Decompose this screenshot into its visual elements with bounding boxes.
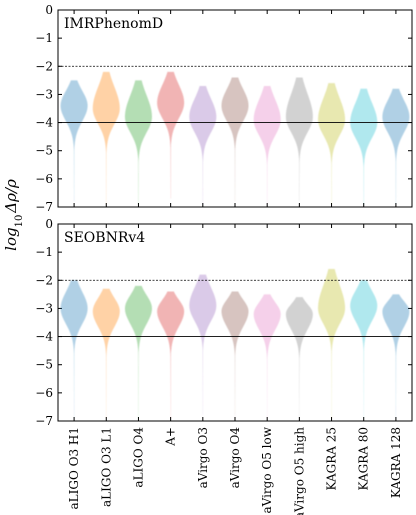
category-label: aVirgo O5 high bbox=[292, 427, 306, 515]
panel-label: IMRPhenomD bbox=[64, 16, 163, 32]
y-axis-label: log10Δρ/ρ bbox=[2, 179, 25, 251]
category-label: KAGRA 25 bbox=[325, 427, 339, 491]
category-label: aVirgo O3 bbox=[196, 427, 210, 488]
category-label: A+ bbox=[164, 427, 178, 447]
y-tick-label: −2 bbox=[35, 273, 53, 287]
violin-avirgo-o3 bbox=[189, 85, 217, 205]
y-tick-label: −3 bbox=[35, 301, 53, 315]
violin-aligo-o3-h1 bbox=[60, 280, 88, 419]
violin-aligo-o3-l1 bbox=[92, 71, 120, 205]
category-label: aLIGO O4 bbox=[131, 427, 145, 488]
violin-avirgo-o3 bbox=[189, 274, 217, 416]
panel-label: SEOBNRv4 bbox=[64, 230, 145, 246]
panel-imrphenomd: 0 −1 −2 −3 −4 −5 −6 −7 IMRPhenomD bbox=[35, 3, 413, 214]
y-tick-label: −6 bbox=[35, 386, 53, 400]
violin-avirgo-o5-low bbox=[253, 85, 281, 205]
y-tick-label: −2 bbox=[35, 59, 53, 73]
violin-kagra-25 bbox=[318, 269, 346, 419]
y-tick-label: 0 bbox=[45, 217, 53, 231]
violin-aligo-o3-l1 bbox=[92, 288, 120, 419]
y-tick-label: −5 bbox=[35, 358, 53, 372]
category-label: KAGRA 128 bbox=[389, 427, 403, 498]
category-label: aVirgo O5 low bbox=[260, 426, 274, 513]
violin-avirgo-o5-low bbox=[253, 294, 281, 419]
category-labels: aLIGO O3 H1 aLIGO O3 L1 aLIGO O4 A+ aVirgo O… bbox=[67, 426, 403, 515]
category-label: KAGRA 80 bbox=[357, 427, 371, 491]
violin-kagra-128 bbox=[382, 88, 410, 205]
y-tick-label: −1 bbox=[35, 31, 53, 45]
y-tick-label: −6 bbox=[35, 172, 53, 186]
violin-aligo-o4 bbox=[124, 80, 152, 205]
violin-avirgo-o5-high bbox=[285, 77, 313, 202]
violin-a- bbox=[157, 71, 185, 199]
y-tick-label: −1 bbox=[35, 245, 53, 259]
violin-kagra-80 bbox=[350, 280, 378, 419]
y-tick-label: −4 bbox=[35, 116, 53, 130]
y-tick-label: −7 bbox=[35, 200, 53, 214]
y-tick-label: −5 bbox=[35, 144, 53, 158]
violin-a- bbox=[157, 291, 185, 419]
violin-kagra-128 bbox=[382, 294, 410, 419]
violin-avirgo-o4 bbox=[221, 291, 249, 419]
category-label: aVirgo O4 bbox=[228, 427, 242, 489]
violin-avirgo-o4 bbox=[221, 77, 249, 202]
y-tick-label: 0 bbox=[45, 3, 53, 17]
violin-aligo-o3-h1 bbox=[60, 80, 88, 202]
y-tick-label: −4 bbox=[35, 330, 53, 344]
violin-aligo-o4 bbox=[124, 285, 152, 419]
category-label: aLIGO O3 H1 bbox=[67, 427, 81, 510]
violin-kagra-25 bbox=[318, 83, 346, 205]
violin-avirgo-o5-high bbox=[285, 297, 313, 419]
y-tick-label: −7 bbox=[35, 414, 53, 428]
panel-seobnrv4: 0 −1 −2 −3 −4 −5 −6 −7 SEOBNRv4 bbox=[35, 217, 413, 428]
violin-kagra-80 bbox=[350, 88, 378, 205]
category-label: aLIGO O3 L1 bbox=[99, 427, 113, 507]
y-tick-label: −3 bbox=[35, 87, 53, 101]
